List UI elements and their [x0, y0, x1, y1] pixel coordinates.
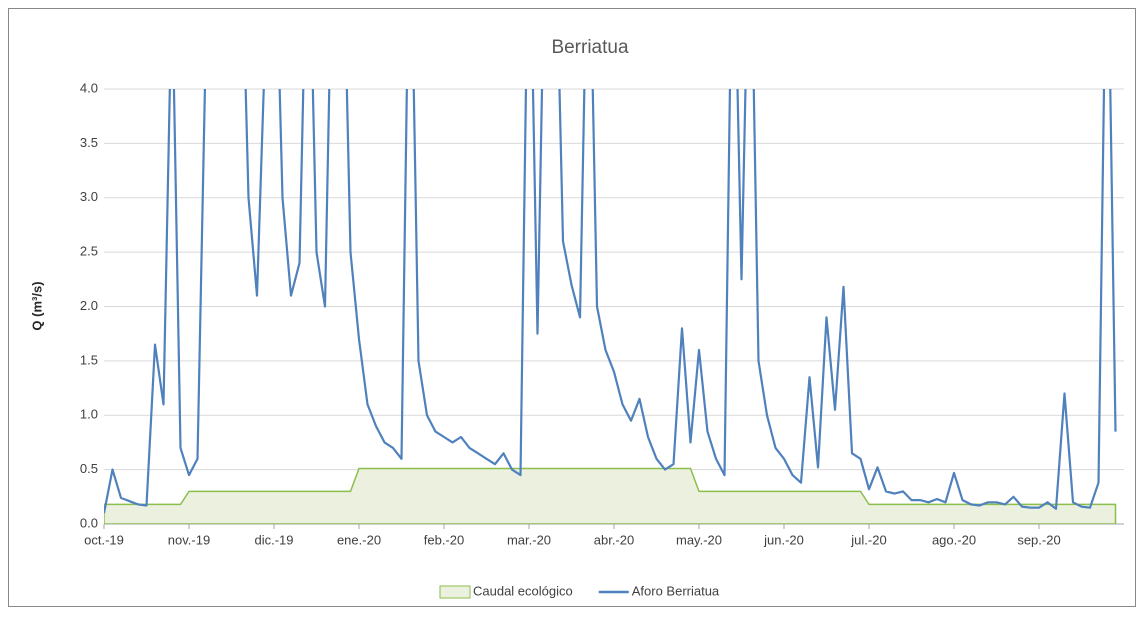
y-tick-label: 1.0 — [80, 407, 98, 422]
x-tick-label: may.-20 — [676, 532, 722, 547]
y-tick-label: 2.5 — [80, 244, 98, 259]
y-tick-label: 3.0 — [80, 189, 98, 204]
x-tick-label: dic.-19 — [254, 532, 293, 547]
x-tick-label: ago.-20 — [932, 532, 976, 547]
area — [104, 467, 1117, 524]
x-tick-label: abr.-20 — [594, 532, 634, 547]
x-tick-label: oct.-19 — [84, 532, 124, 547]
y-tick-label: 0.0 — [80, 515, 98, 530]
x-tick-label: sep.-20 — [1017, 532, 1060, 547]
y-tick-label: 1.5 — [80, 352, 98, 367]
x-tick-label: jun.-20 — [763, 532, 804, 547]
y-tick-label: 2.0 — [80, 298, 98, 313]
y-tick-label: 0.5 — [80, 461, 98, 476]
legend-label: Caudal ecológico — [473, 583, 573, 598]
y-tick-label: 4.0 — [80, 80, 98, 95]
y-tick-label: 3.5 — [80, 135, 98, 150]
x-tick-label: ene.-20 — [337, 532, 381, 547]
x-tick-label: nov.-19 — [168, 532, 210, 547]
x-tick-label: jul.-20 — [850, 532, 886, 547]
legend-label: Aforo Berriatua — [632, 583, 720, 598]
x-tick-label: mar.-20 — [507, 532, 551, 547]
line — [104, 89, 1117, 514]
chart-title: Berriatua — [551, 37, 629, 58]
y-axis-label: Q (m³/s) — [29, 281, 44, 330]
x-tick-label: feb.-20 — [424, 532, 464, 547]
legend-swatch — [439, 585, 471, 599]
